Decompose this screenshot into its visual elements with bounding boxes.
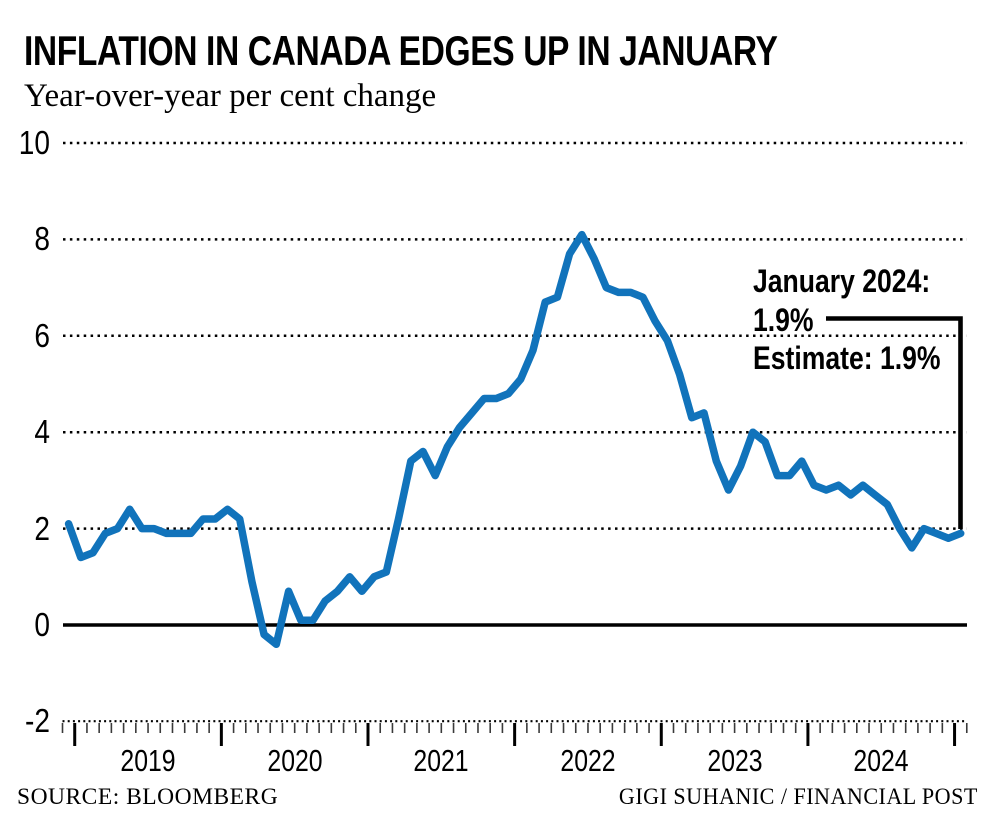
y-axis-tick-label: 10 [18,124,50,161]
y-axis-tick-label: 8 [34,220,50,258]
y-axis-tick-label: 6 [34,316,50,354]
callout-annotation: January 2024: 1.9% Estimate: 1.9% [753,262,940,378]
y-axis-tick-label: -2 [25,702,50,740]
annotation-line: 1.9% [753,301,814,338]
x-axis-year-label: 2021 [413,743,469,778]
x-axis-year-label: 2019 [120,743,176,778]
annotation-line: Estimate: 1.9% [753,340,941,377]
author-credit: GIGI SUHANIC / FINANCIAL POST [619,784,978,810]
chart-subtitle: Year-over-year per cent change [24,78,437,114]
inflation-line [64,230,965,649]
callout-bracket [826,316,963,529]
y-axis-tick-label: 2 [34,509,50,547]
annotation-line: January 2024: [753,263,931,299]
y-axis-tick-label: 0 [34,606,50,643]
x-axis-year-label: 2022 [560,743,616,778]
x-axis-year-label: 2023 [707,743,763,778]
x-axis-year-label: 2020 [267,743,323,778]
y-axis-tick-label: 4 [34,413,50,451]
x-axis-year-label: 2024 [853,743,909,778]
source-credit: SOURCE: BLOOMBERG [17,784,279,810]
chart-title: INFLATION IN CANADA EDGES UP IN JANUARY [24,27,778,74]
